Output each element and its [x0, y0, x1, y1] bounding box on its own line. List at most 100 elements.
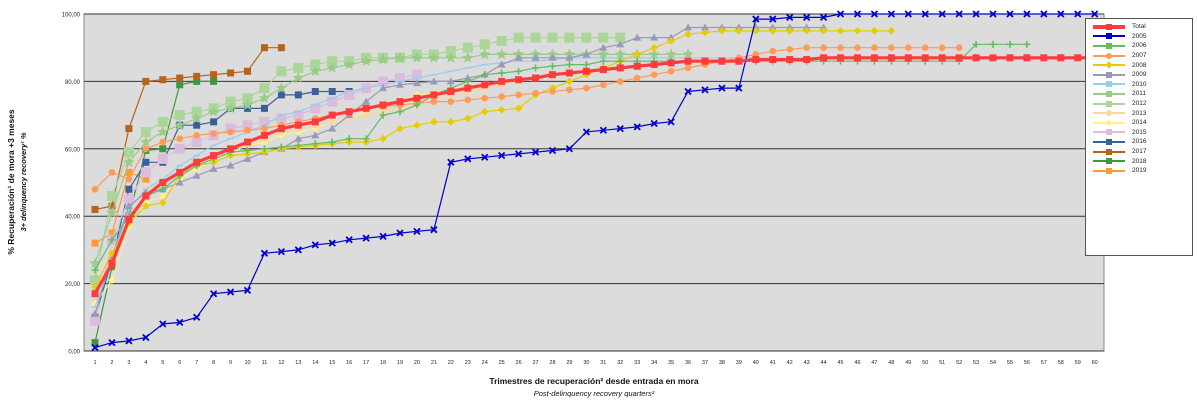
- data-point-2011: [614, 48, 626, 60]
- data-point-2012: [547, 32, 558, 43]
- data-point-2015: [276, 113, 287, 124]
- data-point-2011: [479, 48, 491, 60]
- data-point-2011: [665, 48, 677, 60]
- data-point-2005: [1057, 10, 1065, 18]
- data-point-total: [938, 54, 946, 62]
- data-point-2005: [294, 246, 302, 254]
- data-point-2008: [853, 27, 862, 35]
- data-point-total: [633, 62, 641, 70]
- data-point-total: [921, 54, 929, 62]
- legend-label: 2018: [1132, 157, 1147, 165]
- legend-item-2015: 2015: [1086, 128, 1192, 138]
- data-point-2006: [565, 61, 573, 69]
- data-point-2007: [532, 89, 539, 97]
- data-point-2007: [616, 78, 624, 85]
- legend-swatch: [1092, 41, 1126, 50]
- y-tick-label: 20,00: [65, 282, 81, 288]
- x-tick-label: 1: [93, 360, 96, 366]
- series-2017: [91, 44, 285, 213]
- legend-swatch: [1092, 157, 1126, 166]
- data-point-2007: [447, 98, 455, 105]
- data-point-2005: [108, 338, 116, 347]
- data-point-2006: [362, 135, 370, 143]
- x-tick-label: 42: [787, 360, 793, 366]
- data-point-2006: [599, 57, 607, 65]
- data-point-2006: [379, 111, 387, 119]
- x-tick-label: 47: [871, 360, 877, 366]
- data-point-2008: [430, 118, 438, 126]
- legend-swatch: [1092, 61, 1126, 70]
- data-point-total: [701, 57, 709, 65]
- x-tick-label: 45: [837, 360, 843, 366]
- data-point-2016: [311, 88, 319, 96]
- x-tick-label: 29: [566, 360, 572, 366]
- legend-swatch: [1092, 137, 1126, 146]
- data-point-2008: [785, 27, 794, 35]
- data-point-total: [244, 138, 252, 146]
- data-point-2005: [345, 236, 353, 244]
- x-tick-label: 9: [229, 360, 232, 366]
- data-point-total: [887, 54, 895, 62]
- data-point-2013: [328, 118, 336, 126]
- data-point-2009: [785, 23, 794, 31]
- data-point-total: [142, 192, 150, 200]
- data-point-2005: [125, 337, 133, 345]
- legend-swatch: [1092, 51, 1126, 60]
- data-point-2015: [157, 153, 168, 164]
- data-point-total: [311, 118, 319, 126]
- data-point-2006: [515, 67, 523, 75]
- data-point-2015: [394, 73, 405, 84]
- data-point-2007: [91, 185, 99, 193]
- data-point-2012: [259, 83, 270, 94]
- data-point-2014: [108, 276, 116, 285]
- data-point-2012: [157, 116, 168, 127]
- x-tick-label: 2: [110, 360, 113, 366]
- data-point-2015: [293, 110, 304, 121]
- data-point-2016: [277, 91, 285, 99]
- legend-label: 2006: [1132, 42, 1147, 50]
- data-point-2007: [159, 138, 167, 146]
- data-point-2005: [176, 318, 184, 326]
- data-point-2005: [870, 10, 879, 18]
- data-point-2006: [244, 146, 252, 154]
- x-tick-label: 54: [990, 360, 996, 366]
- x-tick-label: 19: [397, 360, 403, 366]
- data-point-2005: [1023, 10, 1031, 18]
- data-point-2005: [616, 124, 624, 133]
- x-tick-label: 7: [195, 360, 198, 366]
- x-tick-label: 52: [956, 360, 962, 366]
- x-tick-label: 37: [702, 360, 708, 366]
- data-point-2008: [142, 202, 150, 210]
- data-point-2006: [498, 69, 506, 77]
- data-point-2005: [938, 10, 946, 18]
- data-point-2008: [447, 118, 455, 126]
- data-point-2017: [227, 69, 235, 77]
- data-point-2007: [955, 44, 963, 51]
- data-point-2011: [360, 55, 372, 66]
- data-point-2012: [293, 62, 304, 73]
- data-point-2005: [650, 119, 658, 128]
- series-line-2007: [94, 47, 960, 190]
- data-point-total: [91, 290, 99, 298]
- data-point-2006: [328, 138, 336, 146]
- data-point-2005: [548, 146, 557, 155]
- data-point-2005: [667, 118, 675, 126]
- data-point-2009: [243, 154, 252, 162]
- data-point-total: [667, 59, 675, 67]
- plot-area: [83, 13, 1105, 352]
- data-point-total: [260, 131, 268, 139]
- x-tick-label: 39: [736, 360, 742, 366]
- x-axis: 1 2 3 4 5 6 7 8 9 10 11 12 13 14 15 16 17 18 19 20 21 22 23 24 2…: [93, 360, 1097, 366]
- data-point-2005: [752, 15, 760, 23]
- data-point-2012: [140, 126, 151, 137]
- data-point-2010: [583, 57, 590, 59]
- data-point-2005: [887, 10, 895, 18]
- data-point-2007: [837, 44, 844, 51]
- data-point-2005: [819, 13, 828, 22]
- data-point-2015: [174, 143, 185, 154]
- data-point-2011: [563, 48, 576, 60]
- data-point-total: [294, 121, 302, 129]
- data-point-2009: [463, 74, 472, 82]
- data-point-2016: [210, 118, 218, 126]
- data-point-2005: [786, 13, 794, 22]
